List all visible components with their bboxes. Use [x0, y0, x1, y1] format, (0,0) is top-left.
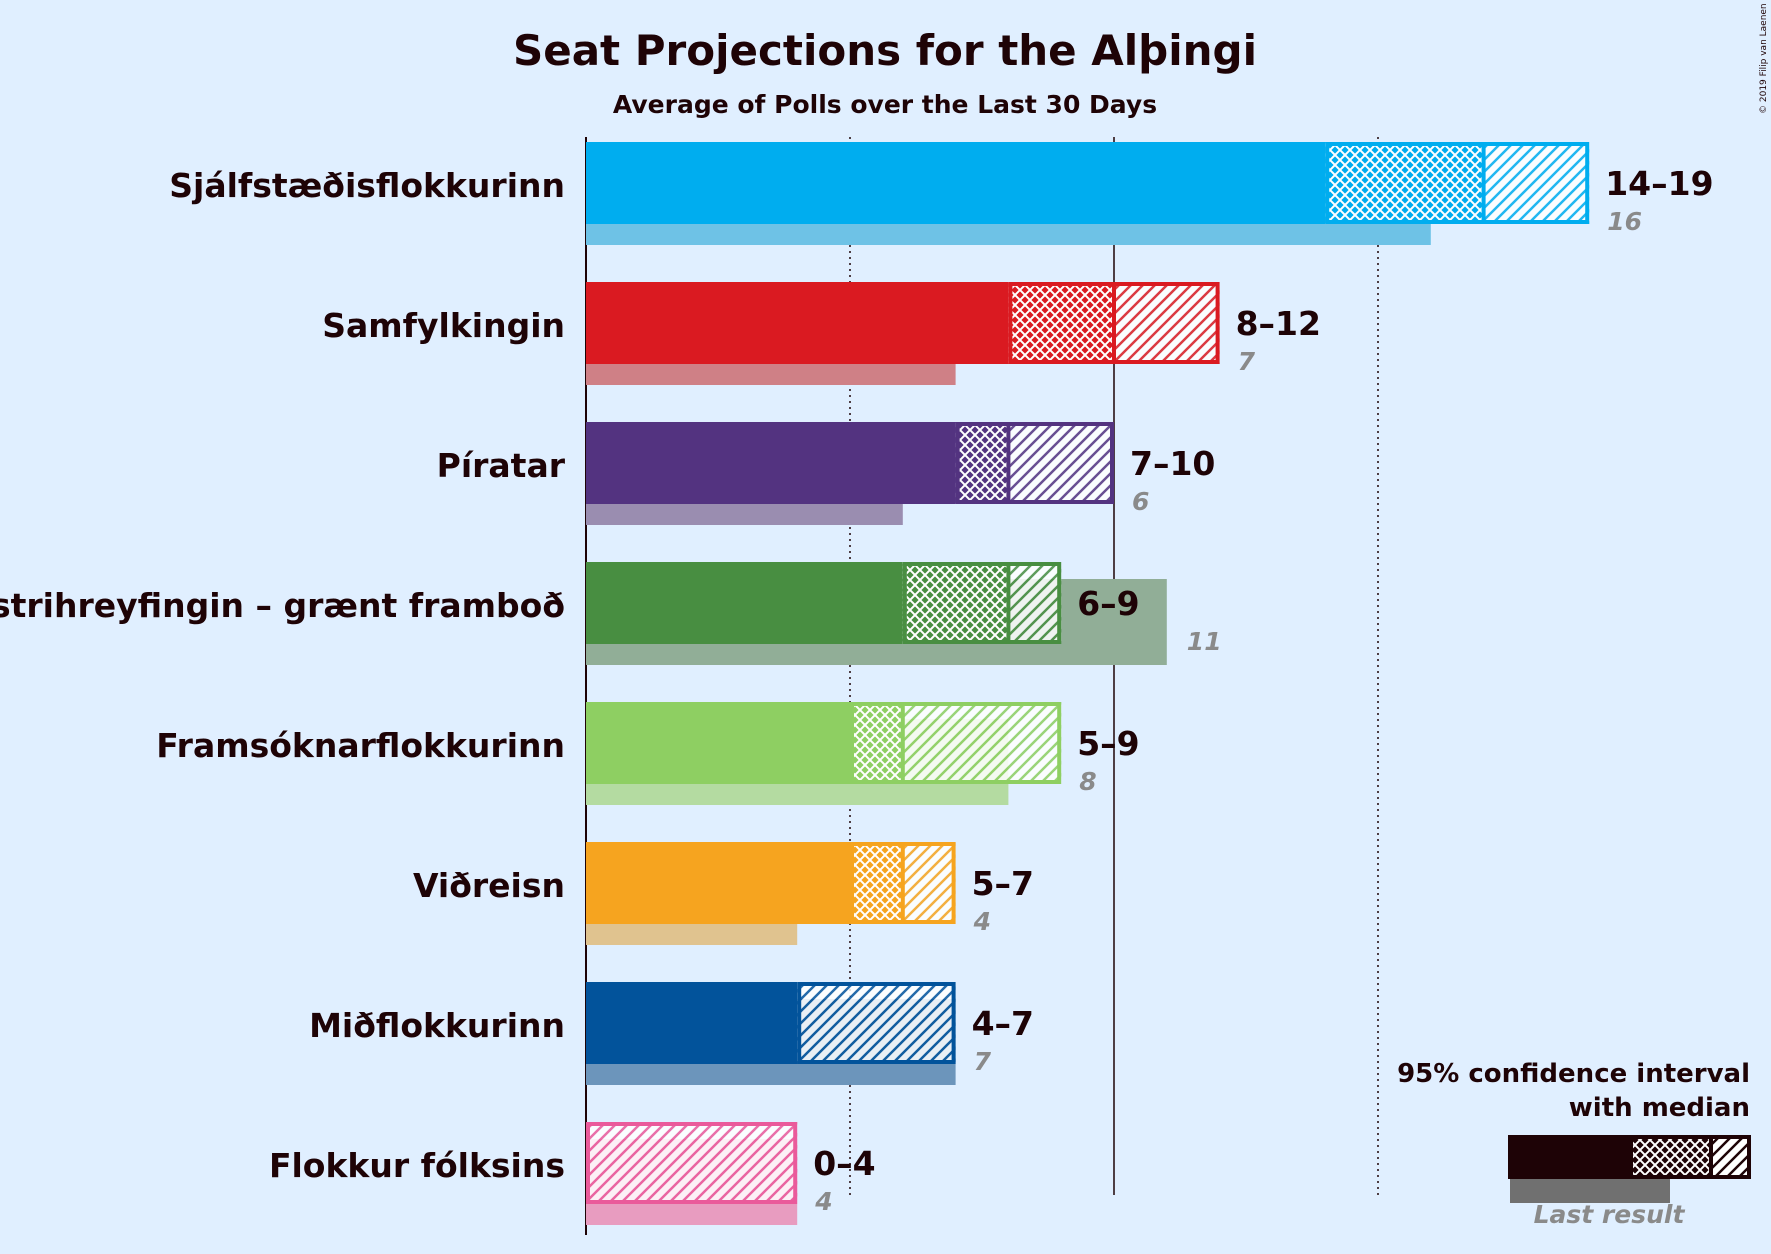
ci-upper-hatch [586, 1122, 798, 1204]
party-label: Vinstrihreyfingin – grænt framboð [0, 586, 565, 625]
legend-diag-hatch [1711, 1135, 1751, 1179]
last-result-label: 7 [1238, 347, 1256, 376]
range-label: 5–7 [972, 864, 1034, 903]
last-result-label: 16 [1607, 207, 1642, 236]
ci-upper-hatch [1114, 282, 1220, 364]
bars: Sjálfstæðisflokkurinn 14–19 16 Samfylkingin… [0, 142, 1714, 1225]
party-label: Flokkur fólksins [269, 1146, 565, 1185]
party-label: Miðflokkurinn [309, 1006, 565, 1045]
range-label: 5–9 [1077, 724, 1139, 763]
ci-outline [955, 422, 1114, 504]
legend-last-result: Last result [1534, 1200, 1686, 1229]
party-row: Sjálfstæðisflokkurinn 14–19 16 [169, 142, 1714, 245]
legend-line-1: 95% confidence interval [1397, 1059, 1750, 1089]
party-row: Flokkur fólksins 0–4 4 [269, 1122, 876, 1225]
last-result-label: 7 [974, 1047, 992, 1076]
legend-cross-hatch [1629, 1135, 1711, 1179]
range-label: 7–10 [1130, 444, 1215, 483]
range-label: 8–12 [1236, 304, 1321, 343]
ci-lower-hatch [902, 562, 1009, 644]
party-row: Framsóknarflokkurinn 5–9 8 [156, 702, 1140, 805]
party-label: Samfylkingin [322, 306, 565, 345]
range-label: 6–9 [1077, 584, 1139, 623]
ci-upper-hatch [1008, 422, 1114, 504]
legend-swatch [1508, 1135, 1751, 1203]
solid-bar [586, 562, 903, 644]
party-row: Vinstrihreyfingin – grænt framboð 6–9 11 [0, 562, 1222, 665]
solid-bar [586, 842, 850, 924]
party-row: Píratar 7–10 6 [437, 422, 1215, 525]
range-label: 4–7 [972, 1004, 1034, 1043]
legend-solid [1508, 1135, 1629, 1179]
ci-upper-hatch [1008, 562, 1062, 644]
ci-outline [797, 982, 956, 1064]
ci-upper-hatch [902, 702, 1062, 784]
solid-bar [586, 282, 1009, 364]
ci-outline [1325, 142, 1590, 224]
copyright-text: © 2019 Filip van Laenen [1759, 3, 1769, 114]
legend-ci-outline [1629, 1135, 1751, 1179]
last-result-label: 8 [1079, 767, 1096, 796]
solid-bar [586, 422, 956, 504]
chart-subtitle: Average of Polls over the Last 30 Days [613, 90, 1157, 119]
legend: 95% confidence interval with median Last… [1397, 1059, 1751, 1229]
ci-lower-hatch [955, 422, 1009, 504]
party-label: Framsóknarflokkurinn [156, 726, 565, 765]
ci-lower-hatch [1325, 142, 1484, 224]
party-label: Viðreisn [413, 866, 565, 905]
last-result-label: 4 [973, 907, 991, 936]
party-label: Píratar [437, 446, 566, 485]
range-label: 14–19 [1605, 164, 1713, 203]
ci-outline [902, 562, 1062, 644]
solid-bar [586, 142, 1326, 224]
ci-outline [850, 702, 1062, 784]
solid-bar [586, 702, 850, 784]
legend-line-2: with median [1569, 1093, 1750, 1123]
last-result-label: 6 [1132, 487, 1149, 516]
ci-upper-hatch [1483, 142, 1590, 224]
party-row: Viðreisn 5–7 4 [413, 842, 1034, 945]
last-result-label: 11 [1187, 627, 1222, 656]
ci-upper-hatch [902, 842, 956, 924]
party-row: Samfylkingin 8–12 7 [322, 282, 1321, 385]
chart-title: Seat Projections for the Alþingi [513, 26, 1257, 75]
party-label: Sjálfstæðisflokkurinn [169, 166, 565, 205]
ci-lower-hatch [1008, 282, 1114, 364]
ci-lower-hatch [850, 702, 903, 784]
range-label: 0–4 [813, 1144, 875, 1183]
party-row: Miðflokkurinn 4–7 7 [309, 982, 1034, 1085]
ci-upper-hatch [797, 982, 956, 1064]
last-result-label: 4 [814, 1187, 832, 1216]
ci-outline [586, 1122, 798, 1204]
solid-bar [586, 982, 798, 1064]
ci-lower-hatch [850, 842, 903, 924]
